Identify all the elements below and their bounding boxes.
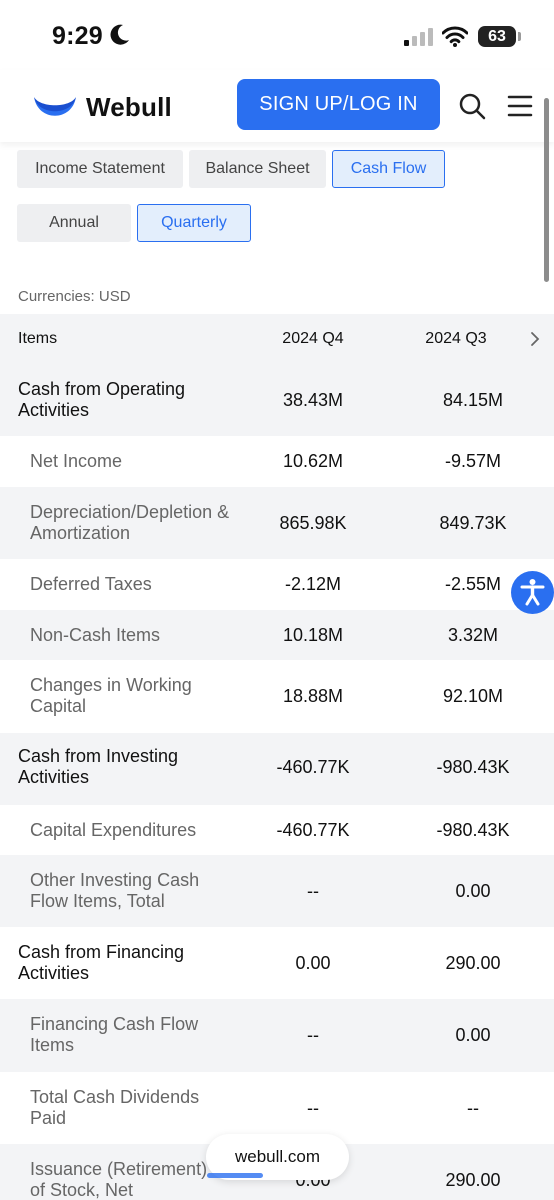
row-value-q3: 290.00 [445,953,501,973]
table-header: Items 2024 Q4 2024 Q3 [0,314,554,364]
row-value-q4: 38.43M [282,390,344,410]
table-row: Other Investing Cash Flow Items, Total -… [0,855,554,927]
chevron-right-icon[interactable] [528,331,542,347]
brand-name: Webull [86,91,172,122]
row-label: Cash from Investing Activities [18,746,179,787]
table-row: Total Cash Dividends Paid -- -- [0,1072,554,1144]
tab-progress-indicator [207,1173,263,1178]
row-value-q4: -460.77K [276,820,350,840]
row-value-q4: -- [307,1098,319,1118]
browser-url-bar[interactable]: webull.com [206,1134,349,1180]
battery-tip [518,32,521,41]
row-value-q3: 0.00 [455,1025,491,1045]
row-label: Non-Cash Items [30,625,161,645]
row-value-q3: -- [467,1098,479,1118]
webull-logo[interactable]: Webull [32,90,172,124]
battery-indicator: 63 [478,26,516,47]
page-scrollbar[interactable] [544,98,549,282]
signup-login-button[interactable]: SIGN UP/LOG IN [237,79,440,130]
moon-icon [110,24,129,45]
accessibility-icon [520,579,545,606]
tab-quarterly[interactable]: Quarterly [137,204,251,242]
row-value-q4: -2.12M [284,574,342,594]
accessibility-button[interactable] [511,571,554,614]
row-value-q4: 865.98K [279,513,347,533]
row-value-q3: 0.00 [455,881,491,901]
wifi-icon [442,26,468,47]
tab-income-statement[interactable]: Income Statement [17,150,183,188]
site-header: Webull SIGN UP/LOG IN [0,70,554,142]
row-value-q3: 3.32M [447,625,499,645]
row-value-q3: -2.55M [444,574,502,594]
column-header-items: Items [18,330,58,347]
row-label: Deferred Taxes [30,574,152,594]
row-value-q3: -980.43K [436,757,510,777]
row-label: Capital Expenditures [30,820,197,840]
row-value-q4: -- [307,881,319,901]
row-value-q3: -980.43K [436,820,510,840]
row-value-q4: -460.77K [276,757,350,777]
table-row: Financing Cash Flow Items -- 0.00 [0,999,554,1072]
row-value-q3: 849.73K [439,513,507,533]
tab-balance-sheet[interactable]: Balance Sheet [189,150,326,188]
status-bar: 9:29 63 [0,0,554,70]
table-row: Cash from Financing Activities 0.00 290.… [0,927,554,999]
row-value-q4: 0.00 [295,953,331,973]
row-label: Cash from Operating Activities [18,379,186,420]
cellular-signal-icon [404,28,433,46]
row-label: Changes in Working Capital [30,675,192,716]
row-value-q4: 18.88M [282,686,344,706]
search-icon[interactable] [458,92,486,120]
row-label: Net Income [30,451,123,471]
row-value-q3: 84.15M [442,390,504,410]
row-value-q4: -- [307,1025,319,1045]
cash-flow-table: Cash from Operating Activities 38.43M 84… [0,364,554,1200]
row-label: Other Investing Cash Flow Items, Total [30,870,200,911]
table-row: Cash from Operating Activities 38.43M 84… [0,364,554,436]
tab-cash-flow[interactable]: Cash Flow [332,150,445,188]
status-time: 9:29 [52,22,103,50]
row-value-q4: 10.62M [282,451,344,471]
table-row: Deferred Taxes -2.12M -2.55M [0,559,554,610]
table-row: Net Income 10.62M -9.57M [0,436,554,487]
row-value-q4: 10.18M [282,625,344,645]
webull-logo-icon [34,97,76,116]
table-row: Capital Expenditures -460.77K -980.43K [0,805,554,855]
row-label: Depreciation/Depletion & Amortization [30,502,230,543]
row-label: Total Cash Dividends Paid [30,1087,200,1128]
table-row: Depreciation/Depletion & Amortization 86… [0,487,554,559]
table-row: Cash from Investing Activities -460.77K … [0,733,554,805]
currency-label: Currencies: USD [18,288,131,305]
table-row: Non-Cash Items 10.18M 3.32M [0,610,554,660]
row-value-q3: 92.10M [442,686,504,706]
row-value-q3: -9.57M [444,451,502,471]
row-value-q3: 290.00 [445,1170,501,1190]
row-label: Issuance (Retirement) of Stock, Net [30,1159,208,1200]
row-label: Cash from Financing Activities [18,942,185,983]
tab-annual[interactable]: Annual [17,204,131,242]
hamburger-menu-icon[interactable] [506,94,534,118]
table-row: Changes in Working Capital 18.88M 92.10M [0,660,554,733]
column-header-2024-q4: 2024 Q4 [282,330,344,347]
row-label: Financing Cash Flow Items [30,1014,199,1055]
column-header-2024-q3: 2024 Q3 [425,330,487,347]
